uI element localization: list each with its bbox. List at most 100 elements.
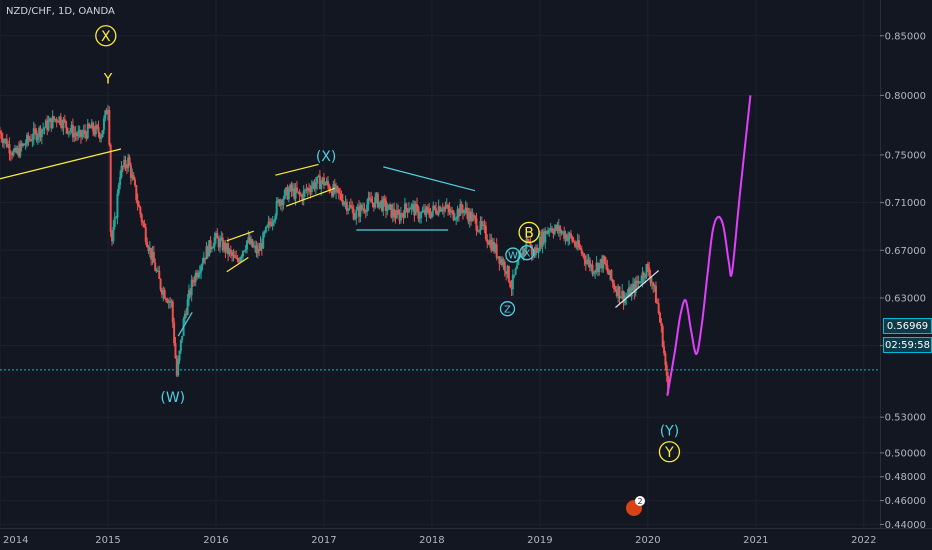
candle-up [519,252,522,256]
candle-down [461,209,464,213]
candle-down [150,247,153,260]
candle-down [217,238,220,248]
candle-down [603,256,606,264]
candle-down [337,188,340,193]
candle-up [104,110,107,119]
trendline [275,163,319,176]
candle-down [96,125,99,127]
candle-down [533,253,536,256]
candle-down [17,148,20,157]
candle-up [262,232,265,249]
candle-up [274,215,277,221]
candle-up [112,226,115,242]
candle-up [479,221,482,231]
candle-up [304,189,307,191]
candle-up [254,245,257,247]
candle-up [241,251,244,257]
candle-down [52,116,55,121]
candle-up [403,203,406,218]
candle-down [1,138,4,144]
candle-up [645,264,648,277]
candle-up [324,183,327,186]
candle-up [407,208,410,213]
candle-down [385,200,388,212]
candle-down [59,116,62,126]
wave-label-circle [499,301,516,317]
candle-up [181,335,184,340]
candle-down [552,231,555,234]
candle-up [437,206,440,215]
candle-down [305,189,308,191]
candle-up [555,225,558,229]
candle-down [578,240,581,248]
candle-down [352,209,355,220]
candle-down [591,264,594,275]
candle-down [322,177,325,186]
candle-up [374,196,377,208]
candle-up [291,188,294,192]
candle-up [306,188,309,191]
candle-down [380,200,383,211]
candle-down [216,233,219,239]
candle-up [375,193,378,197]
candle-down [536,247,539,253]
candle-up [243,250,246,252]
candle-down [152,252,155,263]
candle-down [221,237,224,251]
candle-down [470,211,473,222]
candle-up [294,187,297,199]
candle-down [559,226,562,234]
candle-up [36,136,39,140]
candle-down [326,180,329,186]
candle-up [576,240,579,248]
candle-down [61,125,64,129]
candle-up [13,147,16,151]
candle-up [497,256,500,258]
candle-up [594,270,597,273]
candle-up [197,274,200,277]
price-axis-panel [880,0,932,550]
candle-down [510,286,513,290]
candle-up [201,262,204,266]
candle-down [171,301,174,323]
candle-down [656,302,659,304]
candle-down [133,179,136,186]
candle-down [397,209,400,214]
candle-up [271,221,274,226]
candle-down [472,215,475,217]
candle-up [422,209,425,212]
candle-down [498,256,501,264]
candle-up [320,182,323,189]
candle-up [482,224,485,226]
candle-up [389,204,392,206]
candle-up [347,209,350,211]
candle-down [660,322,663,327]
candle-up [310,186,313,192]
candle-up [640,281,643,283]
candle-down [15,147,18,153]
candle-up [210,248,213,250]
candle-down [483,224,486,227]
candle-down [124,159,127,167]
candle-down [192,279,195,282]
candle-up [90,122,93,129]
x-tick-label: 2015 [95,535,120,546]
candle-down [376,193,379,208]
candle-up [418,217,421,219]
candle-down [175,358,178,376]
candle-down [665,365,668,376]
candle-down [441,209,444,211]
candle-up [78,130,81,132]
candle-up [44,120,47,128]
candle-down [429,214,432,218]
candle-up [12,150,15,156]
candle-up [513,274,516,276]
candle-down [649,275,652,283]
candle-down [563,231,566,239]
candle-up [538,236,541,252]
candle-down [328,185,331,191]
candle-up [67,131,70,134]
candle-down [136,200,139,205]
candle-down [436,213,439,215]
